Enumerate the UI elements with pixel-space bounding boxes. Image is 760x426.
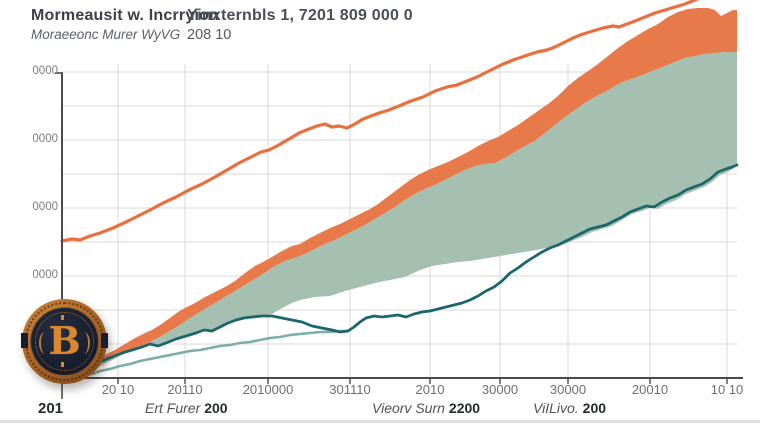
bitcoin-symbol-top-stroke [60, 315, 64, 320]
y-tick-label: 0000 [32, 269, 58, 281]
light-teal-line [60, 329, 350, 380]
footer-item-value: 2200 [448, 400, 481, 416]
chart-title: Mormeausit w. Incrryion [31, 7, 220, 24]
footer-item: Vieorv Surn 2200 [372, 400, 480, 416]
bitcoin-symbol-icon: B [48, 318, 81, 363]
bitcoin-coin: B [21, 299, 108, 384]
footer-item-value: 201 [38, 400, 64, 417]
chart-subtitle: Moraeeonc Murer WyVG [31, 27, 181, 42]
footer-item-value: 200 [204, 400, 228, 416]
footer-item: 201 [38, 400, 63, 417]
laurel-right-icon [78, 332, 90, 354]
coin-inner-ring [35, 312, 94, 371]
y-tick-label: 0000 [32, 201, 58, 213]
x-tick-label: 2010 [415, 382, 445, 397]
header-value-line-2: 208 10 [187, 27, 232, 43]
x-tick-label: 30000 [549, 382, 587, 397]
coin-face: B [30, 307, 99, 376]
header-value-line: Yinxternbls 1, 7201 809 000 0 [187, 7, 413, 24]
y-tick-label: 0000 [32, 133, 58, 145]
x-tick-label: 20 10 [101, 382, 135, 397]
x-tick-label: 2010000 [242, 382, 294, 397]
x-tick-label: 30000 [481, 382, 519, 397]
laurel-left-icon [39, 332, 51, 354]
footer-item: Ert Furer 200 [145, 400, 228, 416]
footer-item-text: Ert Furer [145, 400, 201, 416]
footer-item-value: 200 [582, 400, 607, 416]
coin-edge-tab-right [101, 333, 108, 348]
footer-item-text: Vieorv Surn [372, 400, 445, 416]
bitcoin-symbol-bottom-stroke [60, 362, 64, 367]
x-tick-label: 301110 [329, 382, 371, 397]
orange-band [76, 8, 737, 378]
dark-teal-line [60, 163, 739, 379]
x-tick-label: 10 10 [710, 382, 744, 397]
footer-item-text: ViILivo. [533, 400, 579, 416]
bottom-divider [0, 420, 760, 423]
footer-item: ViILivo. 200 [533, 400, 606, 416]
sage-band [80, 52, 737, 378]
orange-line [60, 0, 699, 243]
coin-edge-tab-left [21, 333, 28, 348]
x-tick-label: 20110 [167, 382, 203, 397]
x-tick-label: 20010 [631, 382, 669, 397]
y-tick-label: 0000 [32, 65, 58, 77]
